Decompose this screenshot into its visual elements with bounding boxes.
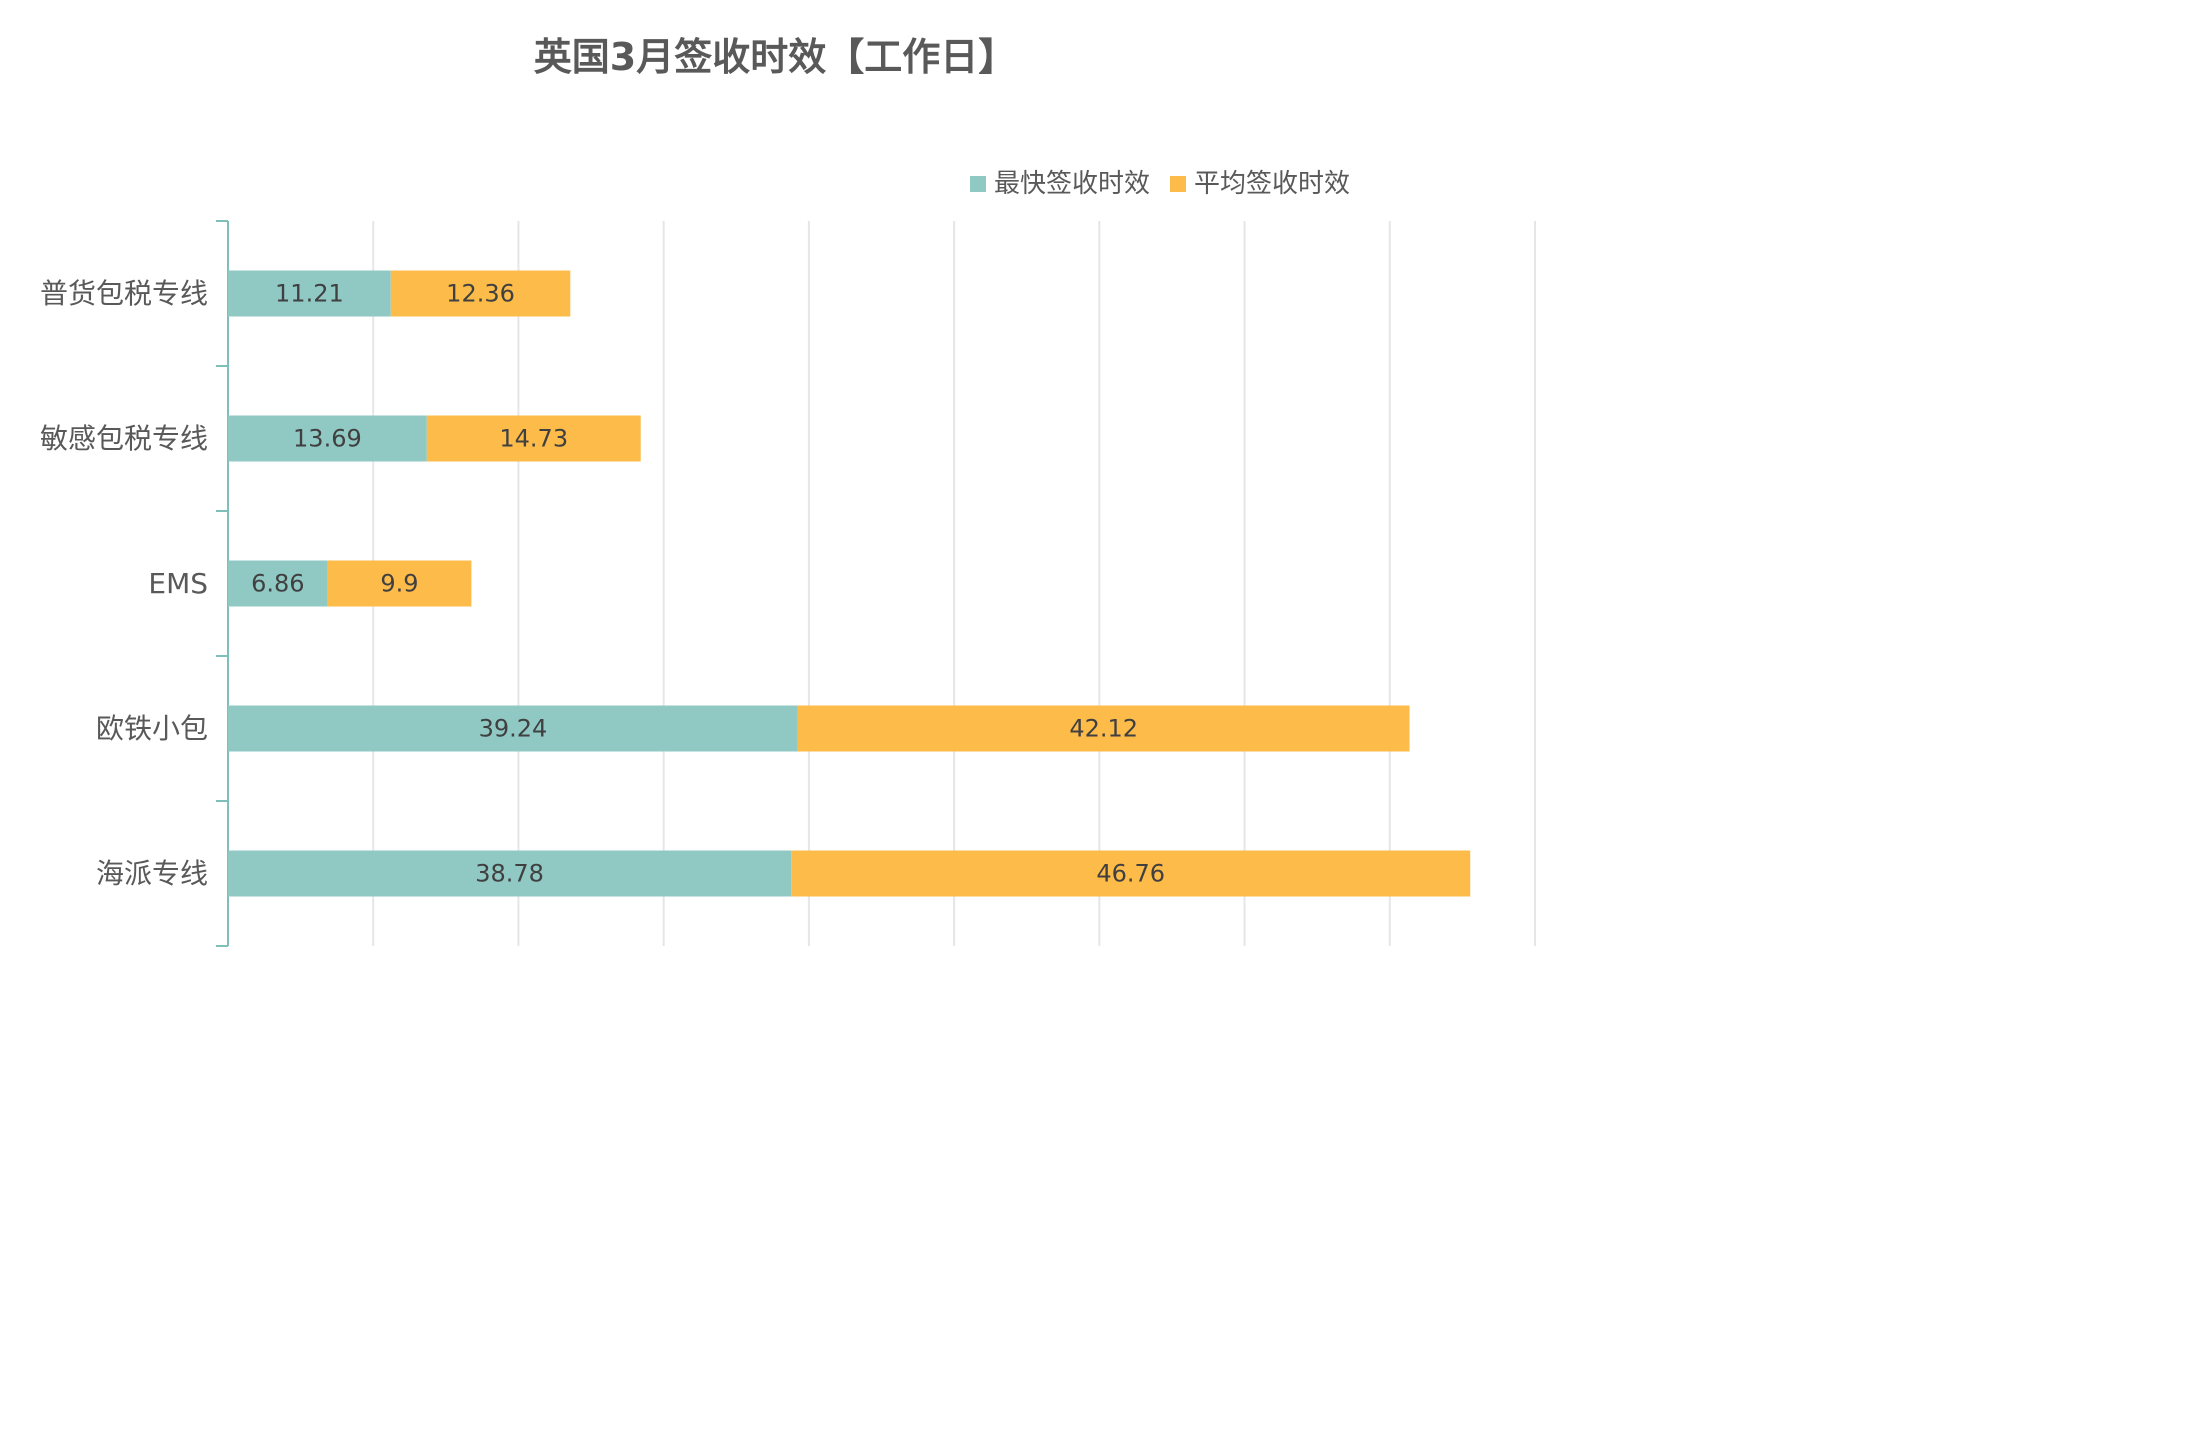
legend-swatch <box>970 176 986 192</box>
category-label: 敏感包税专线 <box>40 422 208 455</box>
bar-segment <box>228 850 792 897</box>
bar-segment <box>228 560 328 607</box>
category-label: 欧铁小包 <box>96 712 208 745</box>
data-label: 6.86 <box>251 570 304 598</box>
bar-segment <box>228 705 798 752</box>
bar-segment <box>228 415 427 462</box>
bar-segment <box>426 415 641 462</box>
data-label: 14.73 <box>499 425 568 453</box>
data-label: 46.76 <box>1096 860 1165 888</box>
data-label: 39.24 <box>479 715 548 743</box>
data-label: 13.69 <box>293 425 362 453</box>
data-label: 42.12 <box>1069 715 1138 743</box>
legend: 最快签收时效 平均签收时效 <box>970 169 1350 199</box>
legend-label: 最快签收时效 <box>994 169 1150 199</box>
bars <box>228 270 1471 897</box>
category-label: EMS <box>148 567 208 600</box>
legend-swatch <box>1170 176 1186 192</box>
data-labels: 11.21 12.36 13.69 14.73 6.86 9.9 39.24 42.12 38.… <box>251 280 1165 888</box>
chart: 英国3月签收时效【工作日】 普货包税专线 敏感包税专线 EMS 欧铁小包海派专线 11… <box>40 35 1536 947</box>
bar-segment <box>791 850 1471 897</box>
data-label: 12.36 <box>446 280 515 308</box>
category-label: 普货包税专线 <box>40 277 208 310</box>
bar-segment <box>327 560 472 607</box>
bar-segment <box>228 270 391 317</box>
legend-label: 平均签收时效 <box>1194 169 1350 199</box>
bar-segment <box>797 705 1410 752</box>
bar-segment <box>390 270 571 317</box>
chart-title: 英国3月签收时效【工作日】 <box>534 35 1016 79</box>
data-label: 11.21 <box>275 280 344 308</box>
data-label: 9.9 <box>380 570 418 598</box>
data-label: 38.78 <box>475 860 544 888</box>
gridlines <box>372 221 1536 946</box>
category-label: 海派专线 <box>96 857 208 890</box>
